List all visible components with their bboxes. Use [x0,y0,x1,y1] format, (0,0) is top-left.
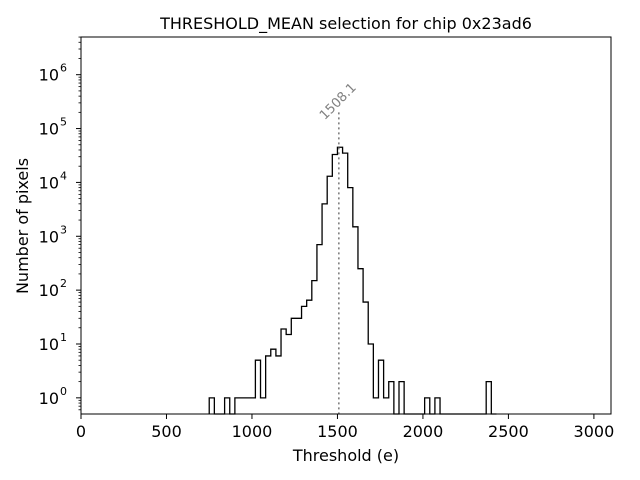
y-tick-label: 10 [39,66,59,85]
y-tick-exponent: 4 [60,169,67,182]
y-tick-exponent: 2 [60,277,67,290]
y-tick-label: 10 [39,173,59,192]
y-tick-exponent: 6 [60,62,67,75]
x-axis-label: Threshold (e) [292,446,399,465]
x-axis-ticks: 0 500 1000 1500 2000 2500 3000 [76,414,614,441]
chart-title: THRESHOLD_MEAN selection for chip 0x23ad… [159,14,532,34]
x-tick-label: 1000 [232,422,273,441]
y-tick-exponent: 5 [60,116,67,129]
x-tick-label: 2500 [488,422,529,441]
plot-frame [80,36,612,415]
y-tick-exponent: 3 [60,223,67,236]
y-tick-exponent: 1 [60,331,67,344]
x-tick-label: 500 [151,422,182,441]
y-tick-label: 10 [39,335,59,354]
y-tick-label: 10 [39,389,59,408]
y-tick-label: 10 [39,281,59,300]
mean-threshold-label: 1508.1 [317,80,360,123]
y-axis-label: Number of pixels [13,158,32,294]
x-tick-label: 3000 [574,422,615,441]
y-tick-exponent: 0 [60,385,67,398]
histogram-step [208,146,497,415]
x-tick-label: 2000 [403,422,444,441]
x-tick-label: 1500 [317,422,358,441]
x-tick-label: 0 [76,422,86,441]
y-tick-label: 10 [39,120,59,139]
y-tick-label: 10 [39,227,59,246]
plot-area: 1508.1 [80,36,612,415]
